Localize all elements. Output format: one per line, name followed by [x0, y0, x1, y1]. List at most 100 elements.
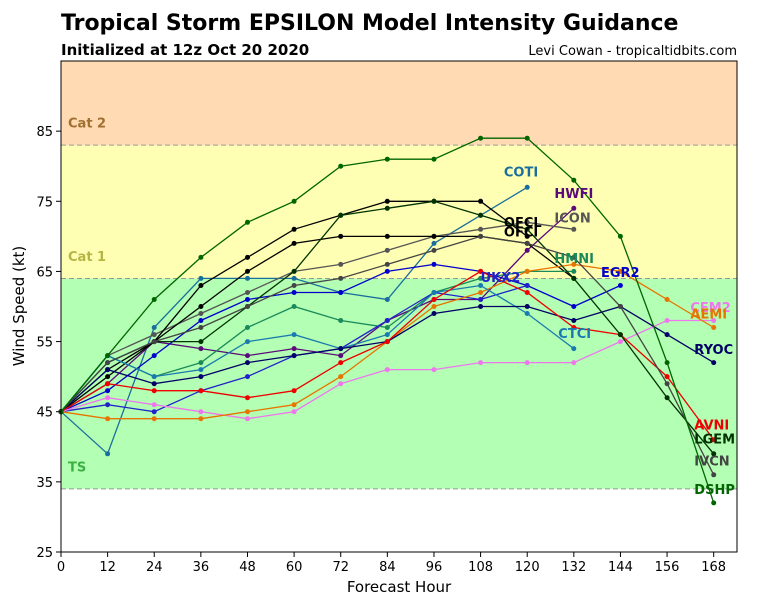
data-point-dshp [384, 156, 390, 162]
data-point-dshp [524, 135, 530, 141]
data-point-egr2 [384, 268, 390, 274]
data-point-aemi [151, 416, 157, 422]
data-point-ivcn [711, 472, 717, 478]
data-point-egr2 [245, 297, 250, 302]
data-point-cem2 [571, 360, 577, 366]
data-point-hmni [338, 318, 344, 323]
x-tick-label: 0 [57, 560, 65, 575]
data-point-egr2 [617, 283, 623, 288]
band-label: Cat 2 [68, 117, 106, 132]
data-point-dshp [291, 198, 297, 204]
data-point-ukx2 [151, 409, 157, 415]
data-point-avni [291, 388, 297, 394]
data-point-dshp [151, 297, 157, 302]
data-point-ofci [198, 304, 204, 309]
data-point-cem2 [664, 318, 670, 323]
data-point-avni [478, 268, 484, 274]
y-tick-label: 85 [36, 125, 53, 140]
data-point-avni [105, 381, 111, 387]
data-point-aemi [105, 416, 111, 422]
data-point-ofcl [245, 254, 250, 260]
y-tick-label: 75 [36, 195, 53, 210]
data-point-ctci [198, 367, 204, 373]
data-point-ofci [291, 240, 297, 246]
series-label-ofcl: OFCL [504, 216, 542, 231]
data-point-aemi [198, 416, 204, 422]
plot-frame [60, 60, 738, 553]
series-label-lgem: LGEM [694, 432, 735, 447]
y-tick-label: 55 [36, 336, 53, 351]
data-point-ukx2 [105, 402, 111, 408]
x-tick-label: 72 [332, 560, 349, 575]
data-point-lgem [431, 198, 437, 204]
data-point-egr2 [431, 261, 437, 267]
data-point-avni [198, 388, 204, 394]
data-point-coti [431, 240, 437, 246]
y-tick-label: 65 [36, 265, 53, 280]
data-point-dshp [105, 353, 111, 359]
series-label-icon: ICON [554, 211, 590, 226]
data-point-ivcn [664, 381, 670, 387]
data-point-ivcn [338, 275, 344, 281]
data-point-lgem [291, 268, 297, 274]
data-point-cem2 [245, 416, 250, 422]
data-point-avni [524, 290, 530, 295]
x-tick-label: 168 [701, 560, 726, 575]
data-point-cem2 [338, 381, 344, 387]
data-point-ofcl [524, 233, 530, 239]
data-point-cem2 [151, 402, 157, 408]
data-point-lgem [478, 212, 484, 218]
data-point-icon [478, 226, 484, 232]
data-point-aemi [245, 409, 250, 415]
y-tick-label: 35 [36, 476, 53, 491]
data-point-dshp [617, 233, 623, 239]
data-point-egr2 [198, 318, 204, 323]
data-point-lgem [664, 395, 670, 401]
data-point-avni [711, 437, 717, 443]
data-point-icon [524, 219, 530, 225]
series-line-icon [60, 221, 574, 413]
data-point-avni [431, 297, 437, 302]
data-point-egr2 [291, 290, 297, 295]
data-point-ofci [338, 233, 344, 239]
data-point-ivcn [291, 283, 297, 288]
series-label-ryoc: RYOC [694, 343, 733, 358]
data-point-ryoc [245, 360, 250, 366]
data-point-dshp [571, 177, 577, 183]
x-tick-label: 24 [146, 560, 163, 575]
data-point-ctci [291, 332, 297, 338]
data-point-hwfi [338, 353, 344, 359]
data-point-ryoc [571, 318, 577, 323]
data-point-coti [245, 275, 250, 281]
data-point-cem2 [384, 367, 390, 373]
data-point-ctci [571, 346, 577, 352]
band-cat-2 [61, 61, 737, 146]
band-label: TS [68, 460, 86, 475]
data-point-ivcn [105, 360, 111, 366]
data-point-egr2 [105, 388, 111, 394]
data-point-avni [245, 395, 250, 401]
series-label-ofci: OFCI [504, 225, 538, 240]
x-axis: 0 12 24 36 48 60 72 84 96 108 120 132 144 156 168 [57, 552, 726, 575]
data-point-aemi [478, 290, 484, 295]
data-point-ivcn [245, 304, 250, 309]
data-point-icon [245, 290, 250, 295]
series-label-dshp: DSHP [694, 483, 735, 498]
data-point-aemi [664, 297, 670, 302]
series-label-avni: AVNI [694, 418, 729, 433]
series-label-hmni: HMNI [554, 252, 594, 267]
band-cat-1 [61, 145, 737, 279]
series-ivcn [58, 233, 717, 478]
data-point-lgem [571, 275, 577, 281]
data-point-ivcn [151, 339, 157, 345]
data-point-ukx2 [524, 283, 530, 288]
data-point-ryoc [664, 332, 670, 338]
data-point-aemi [524, 268, 530, 274]
data-point-icon [151, 332, 157, 338]
data-point-ryoc [198, 374, 204, 380]
series-label-ctci: CTCI [558, 327, 591, 342]
y-tick-label: 25 [36, 546, 53, 561]
data-point-ryoc [478, 304, 484, 309]
x-tick-label: 48 [239, 560, 256, 575]
